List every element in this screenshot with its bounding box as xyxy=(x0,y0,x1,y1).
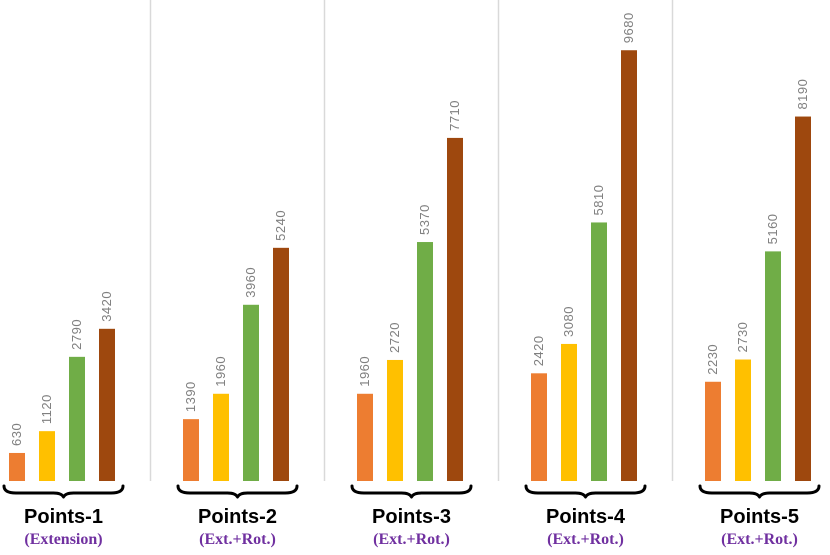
bar xyxy=(735,359,751,481)
data-label: 5160 xyxy=(765,213,780,244)
group-brace xyxy=(524,484,647,499)
bar xyxy=(273,247,289,481)
bar xyxy=(591,222,607,481)
bar xyxy=(795,116,811,482)
data-label: 1390 xyxy=(183,381,198,412)
group-subtitle: (Ext.+Rot.) xyxy=(721,531,798,548)
group-brace xyxy=(176,484,299,499)
data-label: 630 xyxy=(9,423,24,446)
data-label: 2790 xyxy=(69,319,84,350)
data-label: 3960 xyxy=(243,267,258,298)
bar xyxy=(621,50,637,482)
data-label: 2230 xyxy=(705,344,720,375)
group-brace xyxy=(698,484,821,499)
data-label: 1120 xyxy=(39,394,54,424)
bar xyxy=(561,343,577,481)
group-subtitle: (Ext.+Rot.) xyxy=(199,531,276,548)
bar-group-5: 2230 2730 5160 8190 Points-5 (Ext.+Rot.) xyxy=(698,79,821,548)
bar xyxy=(99,328,115,481)
data-label: 1960 xyxy=(357,356,372,387)
group-subtitle: (Ext.+Rot.) xyxy=(547,531,624,548)
bar xyxy=(387,359,403,481)
group-brace xyxy=(350,484,473,499)
bar xyxy=(183,419,199,481)
data-label: 5240 xyxy=(273,210,288,241)
bar xyxy=(357,393,373,481)
data-label: 9680 xyxy=(621,12,636,43)
group-title: Points-1 xyxy=(24,506,103,528)
group-title: Points-3 xyxy=(372,506,451,528)
data-label: 2420 xyxy=(531,335,546,366)
group-title: Points-2 xyxy=(198,506,277,528)
bar xyxy=(39,431,55,481)
bar xyxy=(9,452,25,481)
data-label: 8190 xyxy=(795,79,810,110)
group-subtitle: (Extension) xyxy=(24,531,102,548)
data-label: 1960 xyxy=(213,356,228,387)
data-label: 2730 xyxy=(735,322,750,353)
data-label: 3420 xyxy=(99,291,114,322)
bar xyxy=(243,304,259,481)
bar xyxy=(705,381,721,481)
group-title: Points-5 xyxy=(720,506,799,528)
data-label: 5370 xyxy=(417,204,432,235)
bar-group-3: 1960 2720 5370 7710 Points-3 (Ext.+Rot.) xyxy=(350,100,473,548)
bar xyxy=(417,242,433,481)
data-label: 7710 xyxy=(447,100,462,131)
data-label: 3080 xyxy=(561,306,576,337)
data-label: 2720 xyxy=(387,322,402,353)
bar-group-4: 2420 3080 5810 9680 Points-4 (Ext.+Rot.) xyxy=(524,12,647,548)
bar xyxy=(531,373,547,481)
bar xyxy=(765,251,781,481)
group-title: Points-4 xyxy=(546,506,626,528)
bar xyxy=(69,356,85,481)
bar-group-2: 1390 1960 3960 5240 Points-2 (Ext.+Rot.) xyxy=(176,210,299,548)
bar xyxy=(447,137,463,481)
data-label: 5810 xyxy=(591,185,606,216)
group-brace xyxy=(2,484,125,499)
bar xyxy=(213,393,229,481)
bar-group-1: 630 1120 2790 3420 Points-1 (Extension) xyxy=(2,291,125,548)
group-subtitle: (Ext.+Rot.) xyxy=(373,531,450,548)
